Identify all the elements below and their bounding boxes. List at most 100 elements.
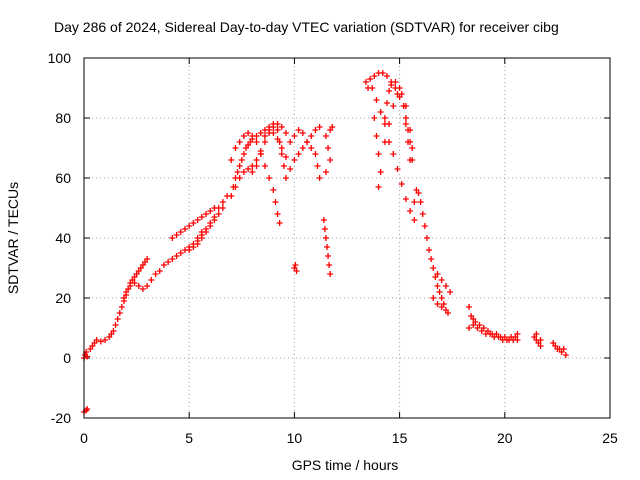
data-point	[375, 151, 382, 157]
data-point	[390, 103, 397, 109]
data-point	[325, 145, 332, 151]
data-point	[120, 295, 127, 301]
data-point	[261, 163, 268, 169]
data-point	[405, 139, 412, 145]
data-point	[438, 304, 445, 310]
data-point	[362, 79, 369, 85]
data-point	[430, 295, 437, 301]
data-point	[560, 346, 567, 352]
data-point	[293, 268, 300, 274]
data-point	[327, 157, 334, 163]
data-point	[270, 121, 277, 127]
data-point	[236, 139, 243, 145]
data-point	[466, 325, 473, 331]
data-point	[232, 145, 239, 151]
data-point	[495, 334, 502, 340]
data-point	[444, 310, 451, 316]
data-point	[186, 247, 193, 253]
data-point	[379, 70, 386, 76]
data-point	[148, 277, 155, 283]
data-point	[240, 169, 247, 175]
data-point	[386, 121, 393, 127]
data-point	[388, 82, 395, 88]
x-axis-label: GPS time / hours	[292, 457, 399, 473]
data-point	[402, 121, 409, 127]
data-point	[371, 115, 378, 121]
data-point	[203, 229, 210, 235]
data-point	[238, 157, 245, 163]
data-point	[276, 139, 283, 145]
data-point	[377, 169, 384, 175]
data-point	[203, 211, 210, 217]
data-point	[426, 247, 433, 253]
data-point	[84, 406, 91, 412]
data-point	[421, 223, 428, 229]
data-point	[194, 217, 201, 223]
data-point	[373, 97, 380, 103]
data-point	[329, 124, 336, 130]
data-point	[102, 337, 109, 343]
data-point	[93, 337, 100, 343]
data-point	[232, 184, 239, 190]
data-point	[407, 208, 414, 214]
data-point	[282, 130, 289, 136]
data-point	[276, 220, 283, 226]
data-point	[84, 353, 91, 360]
data-point	[139, 286, 146, 292]
data-point	[407, 127, 414, 133]
data-point	[173, 253, 180, 259]
data-series	[81, 70, 569, 415]
data-point	[266, 130, 273, 136]
y-tick-label: 20	[55, 290, 71, 306]
data-point	[112, 322, 119, 328]
data-point	[503, 337, 510, 343]
data-point	[322, 235, 329, 241]
data-point	[383, 100, 390, 106]
data-point	[434, 301, 441, 307]
data-point	[383, 73, 390, 79]
data-point	[299, 145, 306, 151]
data-point	[436, 289, 443, 295]
data-point	[240, 151, 247, 157]
data-point	[304, 139, 311, 145]
y-tick-label: 100	[48, 50, 72, 66]
data-point	[236, 175, 243, 181]
data-point	[207, 208, 214, 214]
data-point	[419, 211, 426, 217]
data-point	[228, 193, 235, 199]
data-point	[402, 103, 409, 109]
data-point	[438, 277, 445, 283]
data-point	[415, 190, 422, 196]
data-point	[253, 157, 260, 163]
data-point	[282, 175, 289, 181]
data-point	[240, 133, 247, 139]
data-point	[407, 157, 414, 163]
data-point	[144, 256, 151, 262]
data-point	[299, 130, 306, 136]
data-point	[321, 226, 328, 232]
x-tick-label: 25	[602, 430, 618, 446]
data-point	[219, 205, 226, 211]
data-point	[428, 256, 435, 262]
data-point	[278, 124, 285, 130]
data-point	[533, 331, 540, 337]
data-point	[537, 337, 544, 343]
data-point	[116, 310, 123, 316]
data-point	[177, 229, 184, 235]
data-point	[278, 151, 285, 157]
data-point	[152, 271, 159, 277]
data-point	[211, 217, 218, 223]
x-tick-label: 5	[185, 430, 193, 446]
axis-ticks: 0 5 10 15 20 25 -20 0 20 40 60 80 100	[48, 50, 618, 446]
data-point	[274, 127, 281, 133]
data-point	[266, 175, 273, 181]
data-point	[373, 133, 380, 139]
x-tick-label: 0	[80, 430, 88, 446]
data-point	[308, 133, 315, 139]
data-point	[417, 199, 424, 205]
chart-title: Day 286 of 2024, Sidereal Day-to-day VTE…	[54, 19, 559, 35]
data-point	[291, 157, 298, 163]
data-point	[327, 271, 334, 277]
data-point	[291, 133, 298, 139]
